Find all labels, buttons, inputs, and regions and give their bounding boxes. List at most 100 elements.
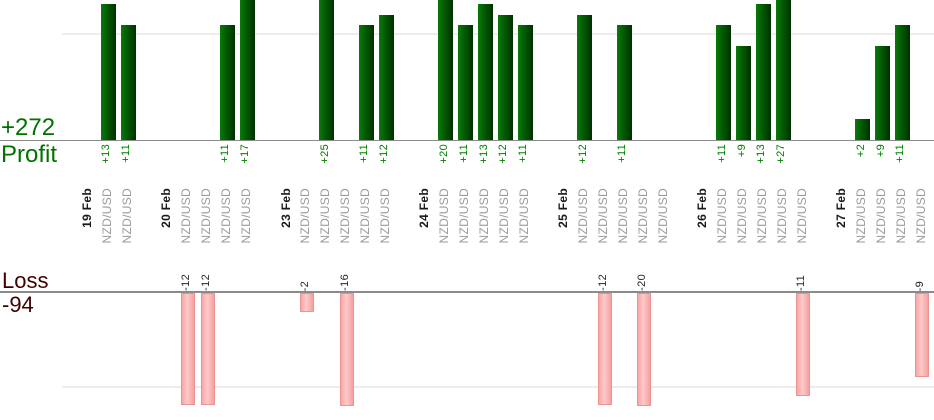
profit-bar (497, 14, 513, 140)
x-axis-symbol-label: NZD/USD (119, 188, 134, 244)
profit-value-label: +11 (219, 144, 232, 163)
loss-value-label: -20 (636, 274, 649, 291)
profit-bar (517, 25, 533, 140)
x-axis-symbol-label: NZD/USD (576, 188, 591, 244)
loss-bar (339, 293, 354, 406)
profit-bar (239, 0, 255, 140)
profit-bar (378, 14, 394, 140)
x-axis-symbol-label: NZD/USD (854, 188, 869, 244)
profit-value-label: +11 (715, 144, 728, 163)
loss-value-label: -2 (298, 280, 311, 291)
profit-bar (319, 0, 335, 140)
x-axis-symbol-label: NZD/USD (615, 188, 630, 244)
profit-value-label: +13 (100, 144, 113, 164)
x-axis-date-label: 24 Feb (417, 188, 432, 228)
profit-value-label: +27 (775, 144, 788, 164)
profit-value-label: +12 (378, 144, 391, 164)
x-axis-symbol-label: NZD/USD (357, 188, 372, 244)
profit-bar (458, 25, 474, 140)
x-axis-symbol-label: NZD/USD (794, 188, 809, 244)
profit-value-label: +11 (358, 144, 371, 163)
profit-value-label: +25 (318, 144, 331, 164)
loss-value-label: -9 (914, 280, 927, 291)
x-axis-date-label: 26 Feb (695, 188, 710, 228)
profit-axis-title: Profit (1, 141, 58, 168)
profit-value-label: +13 (477, 144, 490, 164)
x-axis-symbol-label: NZD/USD (496, 188, 511, 244)
x-axis-symbol-label: NZD/USD (893, 188, 908, 244)
x-axis-date-label: 25 Feb (556, 188, 571, 228)
profit-bar (438, 0, 454, 140)
loss-bar (180, 293, 195, 405)
x-axis-date-label: 20 Feb (159, 188, 174, 228)
profit-axis-line (0, 139, 934, 141)
profit-bar (100, 4, 116, 140)
x-axis-symbol-label: NZD/USD (655, 188, 670, 244)
x-axis-symbol-label: NZD/USD (754, 188, 769, 244)
x-axis-symbol-label: NZD/USD (874, 188, 888, 244)
profit-value-label: +12 (576, 144, 589, 164)
loss-bar (796, 293, 811, 396)
profit-value-label: +9 (874, 144, 887, 158)
profit-bar (716, 25, 732, 140)
profit-value-label: +11 (616, 144, 629, 163)
x-axis-symbol-label: NZD/USD (735, 188, 750, 244)
profit-bar (894, 25, 910, 140)
loss-axis-title: Loss (2, 268, 49, 293)
profit-bar (875, 45, 890, 140)
loss-total: -94 (2, 291, 34, 317)
x-axis-symbol-label: NZD/USD (457, 188, 472, 244)
profit-value-label: +11 (457, 144, 470, 163)
profit-value-label: +9 (735, 144, 748, 158)
profit-total: +272 (1, 114, 56, 141)
loss-bar (200, 293, 215, 405)
profit-value-label: +11 (517, 144, 530, 163)
profit-value-label: +20 (437, 144, 450, 164)
profit-bar (755, 4, 771, 140)
x-axis-date-label: 23 Feb (278, 188, 293, 228)
loss-bar (597, 293, 612, 405)
profit-bar (577, 14, 593, 140)
profit-value-label: +13 (755, 144, 768, 164)
profit-value-label: +11 (120, 144, 133, 163)
profit-bar (120, 25, 136, 140)
profit-value-label: +17 (239, 144, 252, 164)
profit-bar (736, 45, 752, 140)
x-axis-symbol-label: NZD/USD (635, 188, 650, 244)
x-axis-symbol-label: NZD/USD (298, 188, 313, 244)
loss-bar (637, 293, 652, 406)
x-axis-symbol-label: NZD/USD (774, 188, 789, 244)
profit-bar (478, 4, 493, 140)
x-axis-symbol-label: NZD/USD (318, 188, 333, 244)
x-axis-symbol-label: NZD/USD (596, 188, 611, 244)
profit-bar (775, 0, 791, 140)
profit-bar (358, 25, 374, 140)
x-axis-symbol-label: NZD/USD (437, 188, 452, 244)
x-axis-date-label: 27 Feb (834, 188, 849, 228)
loss-gridline (62, 386, 934, 388)
profit-value-label: +2 (854, 144, 867, 158)
x-axis-symbol-label: NZD/USD (99, 188, 114, 244)
loss-value-label: -12 (596, 274, 609, 291)
profit-bar (219, 25, 235, 140)
x-axis-symbol-label: NZD/USD (179, 188, 194, 244)
x-axis-symbol-label: NZD/USD (913, 188, 928, 244)
profit-bar (616, 25, 632, 140)
x-axis-symbol-label: NZD/USD (715, 188, 730, 244)
profit-value-label: +11 (894, 144, 907, 163)
x-axis-symbol-label: NZD/USD (238, 188, 253, 244)
loss-value-label: -12 (199, 274, 212, 291)
loss-value-label: -11 (795, 275, 808, 291)
profit-value-label: +12 (497, 144, 510, 164)
loss-value-label: -12 (179, 274, 192, 291)
x-axis-symbol-label: NZD/USD (377, 188, 392, 244)
x-axis-symbol-label: NZD/USD (516, 188, 531, 244)
loss-bar (915, 293, 930, 377)
x-axis-symbol-label: NZD/USD (338, 188, 353, 244)
x-axis-symbol-label: NZD/USD (477, 188, 491, 244)
profit-bar (855, 119, 871, 140)
loss-axis-line (0, 291, 934, 293)
x-axis-symbol-label: NZD/USD (218, 188, 233, 244)
loss-value-label: -16 (338, 274, 351, 291)
